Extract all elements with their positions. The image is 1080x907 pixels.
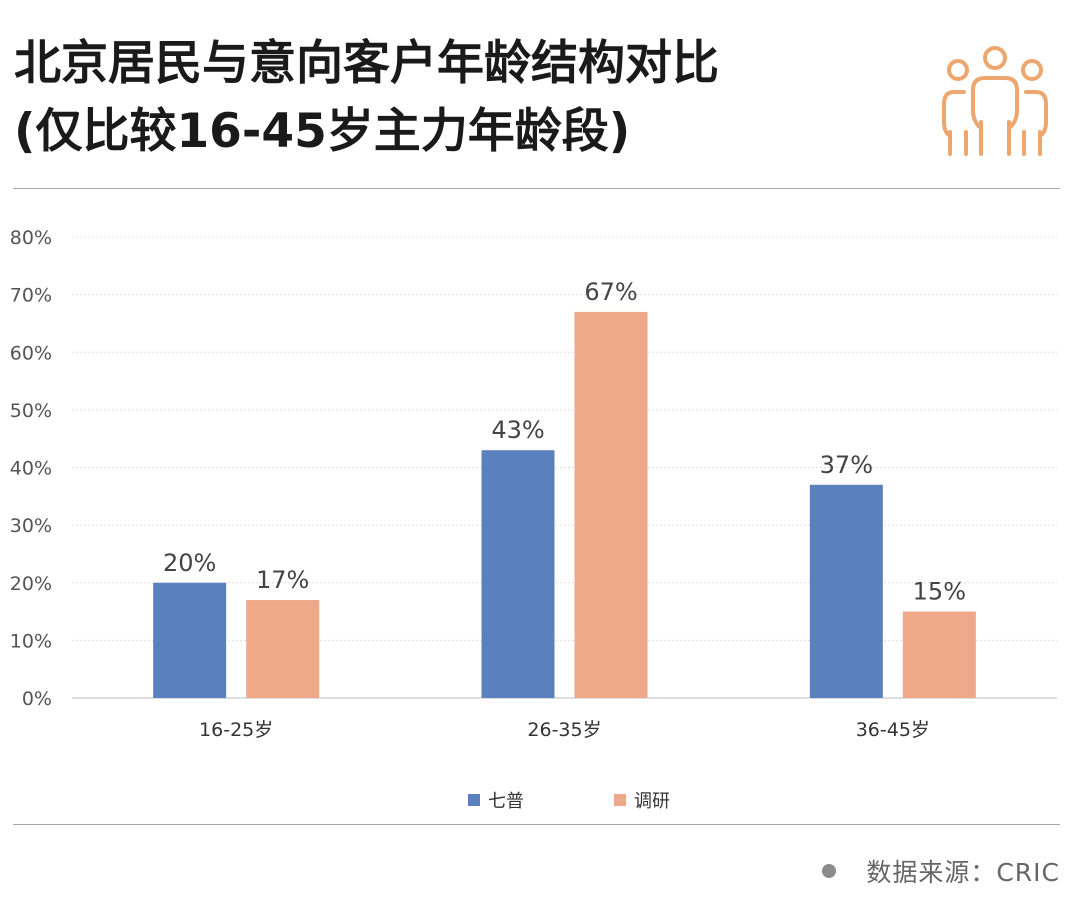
source-note: 数据来源：CRIC: [822, 853, 1060, 889]
bar: [246, 600, 320, 698]
legend-swatch-survey: [614, 794, 626, 806]
y-tick-label: 80%: [10, 227, 52, 249]
y-tick-label: 50%: [10, 400, 52, 422]
chart-title-line-2: (仅比较16-45岁主力年龄段): [14, 104, 631, 159]
x-tick-label: 16-25岁: [199, 719, 273, 741]
data-label: 37%: [820, 451, 873, 479]
legend-item-qipu: 七普: [468, 787, 524, 813]
data-label: 15%: [913, 578, 966, 606]
data-label: 67%: [584, 278, 637, 306]
data-label: 20%: [163, 549, 216, 577]
people-group-icon: [942, 46, 1048, 156]
bar: [809, 484, 883, 698]
x-tick-label: 36-45岁: [856, 719, 930, 741]
y-tick-label: 60%: [10, 342, 52, 364]
legend-label-qipu: 七普: [488, 791, 524, 812]
bar: [902, 611, 976, 698]
header-divider: [13, 188, 1060, 189]
bar: [481, 450, 555, 698]
footer-divider: [13, 824, 1060, 825]
y-tick-label: 10%: [10, 630, 52, 652]
source-text: 数据来源：CRIC: [866, 858, 1060, 887]
y-tick-label: 40%: [10, 458, 52, 480]
data-label: 17%: [256, 566, 309, 594]
bar: [153, 582, 227, 698]
bullet-dot-icon: [822, 864, 837, 878]
bar: [574, 311, 648, 698]
y-tick-label: 0%: [22, 688, 52, 710]
legend-item-survey: 调研: [614, 787, 670, 813]
legend-label-survey: 调研: [634, 791, 670, 812]
bar-chart: 0% 10% 20% 30% 40% 50% 60% 70% 80% 20% 17% 16-25岁 43…: [10, 227, 1057, 741]
legend-swatch-qipu: [468, 794, 480, 806]
y-tick-label: 70%: [10, 285, 52, 307]
y-tick-label: 20%: [10, 573, 52, 595]
x-tick-label: 26-35岁: [527, 719, 601, 741]
data-label: 43%: [491, 416, 544, 444]
y-tick-label: 30%: [10, 515, 52, 537]
chart-title-line-1: 北京居民与意向客户年龄结构对比: [14, 36, 719, 91]
